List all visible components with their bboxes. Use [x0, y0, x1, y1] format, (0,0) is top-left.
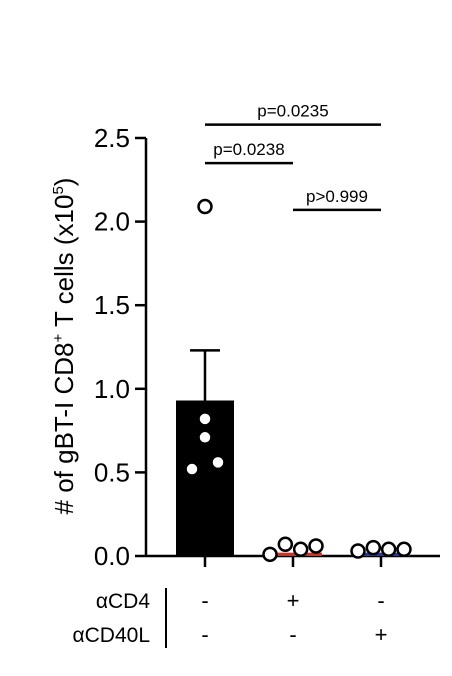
data-point: [380, 541, 397, 558]
data-point: [197, 411, 213, 427]
data-point: [197, 198, 213, 215]
condition-value: +: [287, 588, 300, 613]
y-tick-label: 0.5: [94, 457, 130, 487]
data-point: [184, 461, 200, 477]
y-axis-title-superscript: +: [50, 334, 67, 343]
y-tick-label: 1.5: [94, 290, 130, 320]
significance-label: p=0.0238: [213, 140, 284, 159]
data-point: [210, 454, 226, 471]
significance-brackets: p=0.0235 p=0.0238 p>0.999: [205, 102, 381, 212]
condition-value: -: [201, 588, 208, 613]
significance-label: p>0.999: [306, 187, 368, 206]
y-axis-title-exponent: 5: [50, 186, 67, 194]
y-tick-label: 1.0: [94, 374, 130, 404]
y-tick-label: 2.0: [94, 207, 130, 237]
bar: [352, 552, 410, 556]
significance-label: p=0.0235: [257, 102, 328, 121]
data-point: [277, 536, 294, 553]
data-point: [262, 546, 278, 563]
y-tick-label: 0.0: [94, 541, 130, 571]
y-tick-label: 2.5: [94, 123, 130, 153]
data-point: [365, 539, 382, 556]
condition-row-label: αCD4: [96, 590, 150, 613]
data-point: [396, 541, 412, 558]
condition-value: -: [201, 622, 208, 647]
y-axis-title: # of gBT-I CD8+ T cells (x105): [49, 178, 79, 515]
data-point: [350, 543, 366, 559]
condition-value: +: [375, 622, 388, 647]
error-bars: [190, 349, 220, 401]
data-point: [292, 541, 309, 558]
condition-row-label: αCD40L: [72, 624, 150, 647]
bar: [264, 552, 322, 556]
data-points: [184, 198, 412, 563]
data-point: [197, 429, 213, 446]
condition-table: αCD4 - + - αCD40L - - +: [72, 588, 387, 648]
bars: [176, 400, 410, 556]
data-point: [308, 538, 324, 554]
condition-value: -: [377, 588, 384, 613]
condition-value: -: [289, 622, 296, 647]
axes: 0.0 0.5 1.0 1.5 2.0 2.5: [94, 123, 440, 571]
